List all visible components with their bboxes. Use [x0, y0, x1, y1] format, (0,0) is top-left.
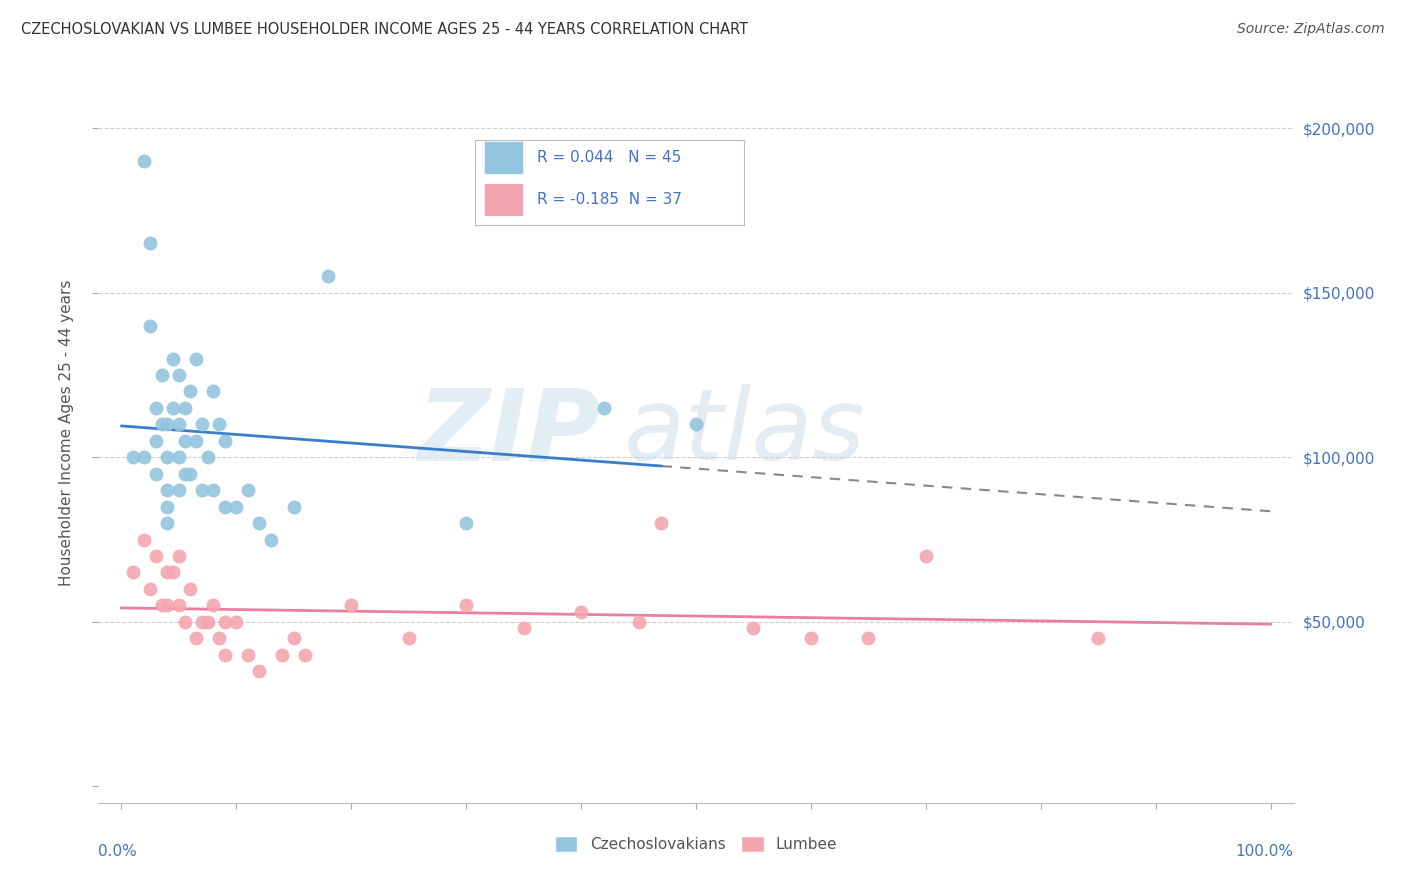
Point [134, 154, 156, 169]
Point [184, 632, 207, 646]
Point [294, 648, 316, 662]
Point [214, 500, 236, 514]
Point [456, 599, 478, 613]
Text: R = 0.044   N = 45: R = 0.044 N = 45 [537, 150, 682, 165]
Point [236, 648, 259, 662]
Point [150, 599, 173, 613]
Point [179, 467, 201, 481]
Point [283, 632, 305, 646]
Point [145, 549, 167, 563]
Point [156, 599, 179, 613]
Point [145, 467, 167, 481]
Text: ZIP: ZIP [418, 384, 600, 481]
FancyBboxPatch shape [485, 183, 523, 217]
Point [184, 434, 207, 448]
Point [191, 615, 214, 629]
Text: 100.0%: 100.0% [1236, 844, 1294, 858]
Point [512, 621, 534, 635]
Point [1087, 632, 1109, 646]
Legend: Czechoslovakians, Lumbee: Czechoslovakians, Lumbee [548, 830, 844, 858]
Point [191, 417, 214, 432]
Point [202, 483, 225, 498]
Y-axis label: Householder Income Ages 25 - 44 years: Householder Income Ages 25 - 44 years [59, 279, 75, 586]
Point [156, 500, 179, 514]
Point [122, 566, 145, 580]
Point [197, 615, 219, 629]
Text: 0.0%: 0.0% [98, 844, 138, 858]
Point [236, 483, 259, 498]
Point [156, 450, 179, 465]
Point [162, 401, 184, 415]
Point [173, 434, 195, 448]
Point [858, 632, 880, 646]
Point [271, 648, 294, 662]
FancyBboxPatch shape [485, 141, 523, 174]
Point [173, 615, 195, 629]
FancyBboxPatch shape [475, 140, 744, 226]
Point [145, 434, 167, 448]
Point [685, 417, 707, 432]
Point [225, 500, 247, 514]
Point [122, 450, 145, 465]
Point [179, 384, 201, 399]
Point [167, 483, 190, 498]
Point [208, 632, 231, 646]
Point [208, 417, 231, 432]
Point [134, 450, 156, 465]
Point [214, 434, 236, 448]
Point [191, 483, 214, 498]
Point [167, 549, 190, 563]
Point [247, 516, 270, 530]
Point [593, 401, 616, 415]
Point [162, 351, 184, 366]
Point [650, 516, 672, 530]
Point [179, 582, 201, 596]
Point [214, 615, 236, 629]
Point [569, 605, 592, 619]
Point [167, 417, 190, 432]
Point [202, 384, 225, 399]
Point [184, 351, 207, 366]
Point [283, 500, 305, 514]
Point [202, 599, 225, 613]
Point [914, 549, 936, 563]
Point [173, 401, 195, 415]
Text: CZECHOSLOVAKIAN VS LUMBEE HOUSEHOLDER INCOME AGES 25 - 44 YEARS CORRELATION CHAR: CZECHOSLOVAKIAN VS LUMBEE HOUSEHOLDER IN… [21, 22, 748, 37]
Point [260, 533, 283, 547]
Point [156, 417, 179, 432]
Point [340, 599, 363, 613]
Point [167, 450, 190, 465]
Point [247, 664, 270, 678]
Point [162, 566, 184, 580]
Text: atlas: atlas [624, 384, 866, 481]
Text: Source: ZipAtlas.com: Source: ZipAtlas.com [1237, 22, 1385, 37]
Point [167, 368, 190, 382]
Point [627, 615, 650, 629]
Point [800, 632, 823, 646]
Point [145, 401, 167, 415]
Point [139, 318, 162, 333]
Point [139, 236, 162, 251]
Text: R = -0.185  N = 37: R = -0.185 N = 37 [537, 193, 682, 207]
Point [156, 516, 179, 530]
Point [156, 566, 179, 580]
Point [398, 632, 420, 646]
Point [214, 648, 236, 662]
Point [150, 368, 173, 382]
Point [150, 417, 173, 432]
Point [456, 516, 478, 530]
Point [225, 615, 247, 629]
Point [197, 450, 219, 465]
Point [134, 533, 156, 547]
Point [742, 621, 765, 635]
Point [167, 599, 190, 613]
Point [139, 582, 162, 596]
Point [316, 269, 339, 284]
Point [156, 483, 179, 498]
Point [173, 467, 195, 481]
